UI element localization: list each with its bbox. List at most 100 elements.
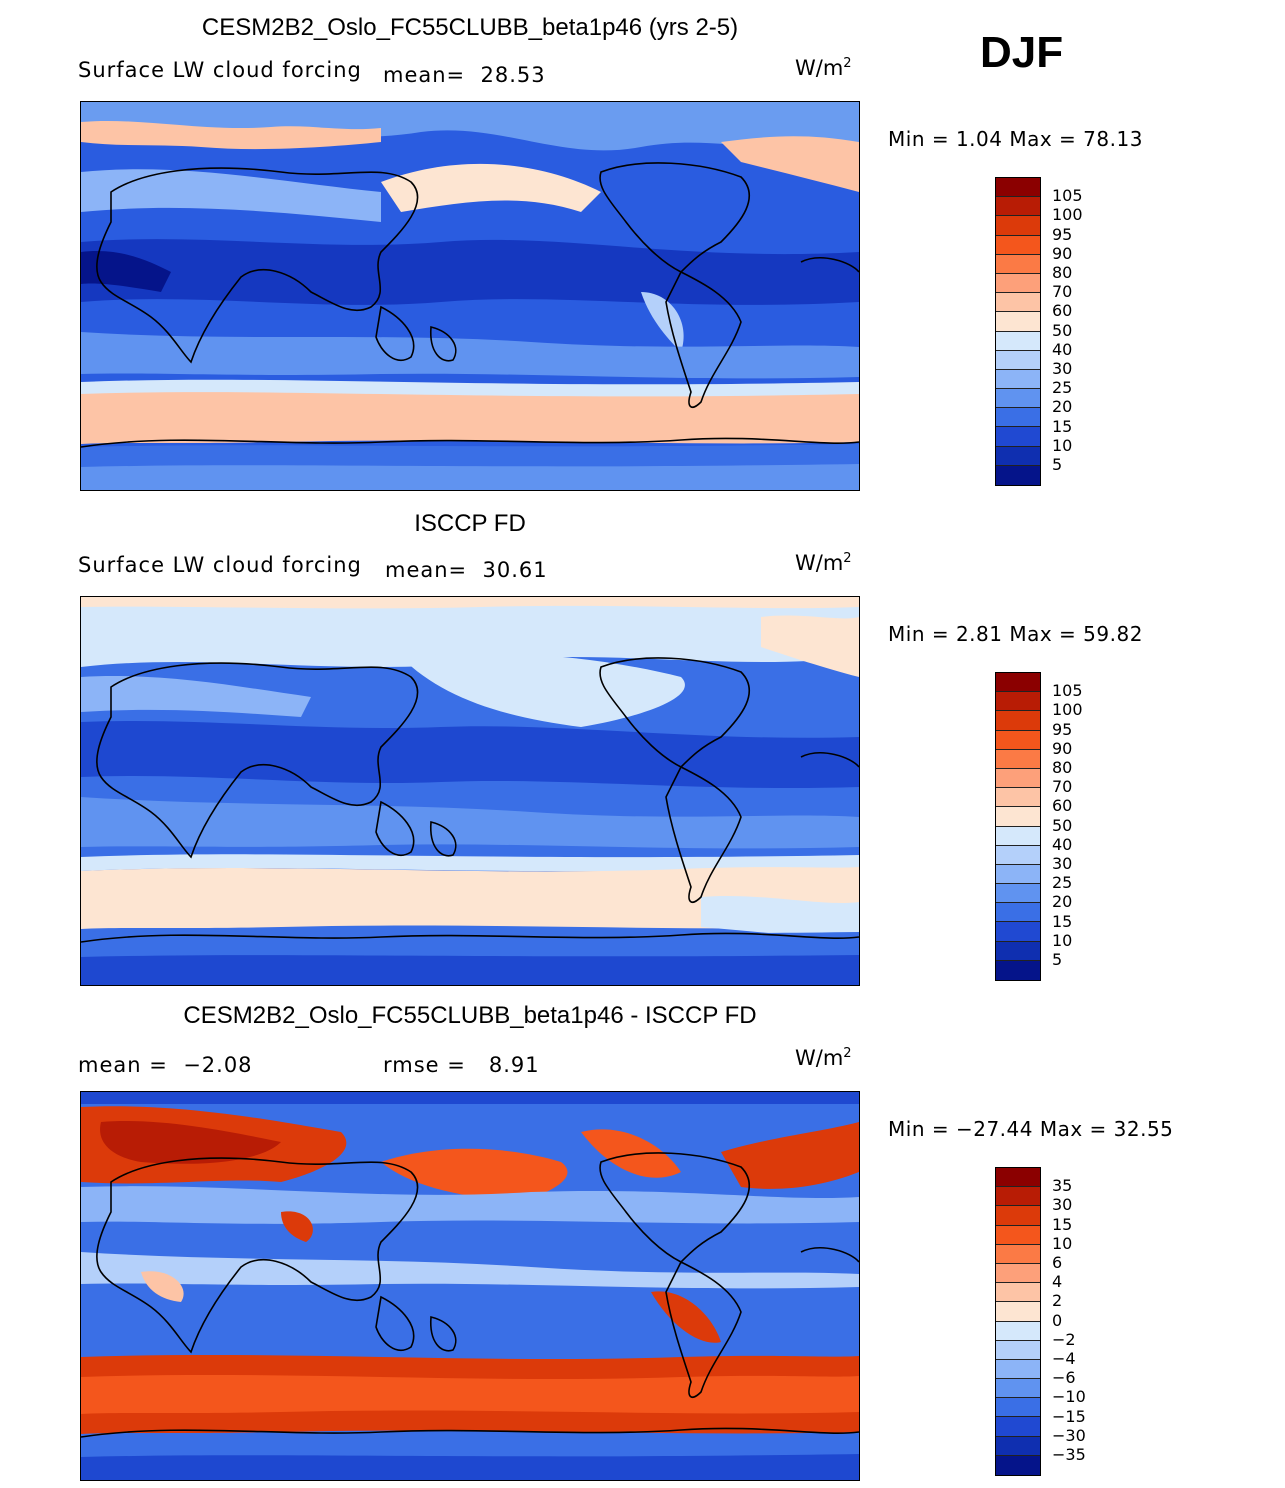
- panel3-colorbar-tick-label: −35: [1052, 1445, 1086, 1464]
- panel2-title: ISCCP FD: [414, 510, 526, 537]
- panel1-min-max: Min = 1.04 Max = 78.13: [888, 127, 1143, 151]
- panel1-colorbar-swatch: [996, 427, 1040, 447]
- panel1-colorbar-tick-label: 95: [1052, 224, 1073, 244]
- panel1-title: CESM2B2_Oslo_FC55CLUBB_beta1p46 (yrs 2-5…: [201, 14, 739, 41]
- panel2-mean-value: 30.61: [482, 558, 548, 582]
- panel3-colorbar-tick-label: 4: [1052, 1272, 1063, 1292]
- panel2-colorbar-tick-label: 20: [1052, 892, 1073, 912]
- panel3-colorbar-swatch: [996, 1187, 1040, 1207]
- panel2-colorbar-swatch: [996, 922, 1040, 942]
- panel3-mean-value: −2.08: [183, 1053, 253, 1077]
- panel2-colorbar-swatch: [996, 960, 1040, 980]
- panel1-colorbar-swatch: [996, 273, 1040, 294]
- panel2-colorbar-swatch: [996, 788, 1040, 808]
- panel1-colorbar-tick-label: 5: [1052, 455, 1063, 474]
- panel3-colorbar-swatch: [996, 1263, 1040, 1284]
- panel1-colorbar-swatch: [996, 369, 1040, 390]
- panel3-colorbar-swatch: [996, 1379, 1040, 1399]
- panel2-colorbar-tick-label: 60: [1052, 796, 1073, 816]
- panel3-colorbar-tick-label: 30: [1052, 1195, 1073, 1215]
- panel1-colorbar-swatch: [996, 178, 1040, 198]
- panel3-colorbar-swatch: [996, 1168, 1040, 1188]
- panel2-colorbar-tick-label: 100: [1052, 700, 1083, 720]
- panel3-colorbar-tick-label: 35: [1052, 1176, 1073, 1196]
- panel3-colorbar-tick-label: −15: [1052, 1406, 1086, 1426]
- panel1-colorbar-swatch: [996, 312, 1040, 332]
- panel2-colorbar-tick-label: 15: [1052, 911, 1073, 931]
- panel3-colorbar-swatch: [996, 1244, 1040, 1264]
- panel3-colorbar-swatch: [996, 1321, 1040, 1341]
- panel2-colorbar-tick-label: 30: [1052, 854, 1073, 873]
- panel3-units: W/m2: [795, 1046, 852, 1070]
- panel3-title: CESM2B2_Oslo_FC55CLUBB_beta1p46 - ISCCP …: [183, 1002, 757, 1029]
- panel1-map-svg: [81, 102, 859, 490]
- panel2-colorbar-tick-label: 105: [1052, 681, 1083, 701]
- panel3-colorbar-swatch: [996, 1302, 1040, 1322]
- panel1-colorbar-tick-label: 105: [1052, 186, 1083, 206]
- panel1-colorbar-tick-label: 10: [1052, 435, 1073, 455]
- panel2-units: W/m2: [795, 551, 852, 575]
- panel1-colorbar-swatch: [996, 465, 1040, 485]
- panel2-colorbar-swatch: [996, 768, 1040, 789]
- panel2-colorbar-swatch: [996, 884, 1040, 904]
- panel3-colorbar-tick-label: −30: [1052, 1425, 1086, 1445]
- panel2-colorbar-swatch: [996, 730, 1040, 750]
- panel2-colorbar-tick-label: 50: [1052, 815, 1073, 835]
- panel2-min-max: Min = 2.81 Max = 59.82: [888, 622, 1143, 646]
- panel2-colorbar-tick-label: 40: [1052, 834, 1073, 854]
- panel1-map: [80, 101, 860, 491]
- panel3-colorbar-tick-label: −4: [1052, 1349, 1076, 1368]
- panel2-colorbar-swatch: [996, 807, 1040, 827]
- panel1-units: W/m2: [795, 56, 852, 80]
- panel1-mean-label: mean= 28.53: [383, 63, 546, 87]
- panel2-colorbar-tick-label: 25: [1052, 873, 1073, 893]
- panel2-map-svg: [81, 597, 859, 985]
- panel1-colorbar-swatch: [996, 408, 1040, 428]
- panel3-colorbar-tick-label: 6: [1052, 1253, 1063, 1272]
- panel3-map-svg: [81, 1092, 859, 1480]
- panel2-colorbar-swatch: [996, 941, 1040, 961]
- panel1-colorbar-tick-label: 70: [1052, 282, 1073, 302]
- panel3-colorbar-swatch: [996, 1206, 1040, 1226]
- panel3-colorbar-swatch: [996, 1436, 1040, 1456]
- panel1-field-label: Surface LW cloud forcing: [78, 58, 362, 82]
- panel2-colorbar-swatch: [996, 864, 1040, 885]
- panel1-colorbar-tick-label: 30: [1052, 359, 1073, 378]
- panel1-colorbar-tick-label: 15: [1052, 416, 1073, 436]
- panel1-colorbar-tick-label: 80: [1052, 263, 1073, 282]
- panel1-colorbar-swatch: [996, 254, 1040, 274]
- panel2-colorbar-swatch: [996, 845, 1040, 865]
- panel2-colorbar-swatch: [996, 903, 1040, 923]
- panel2-map: [80, 596, 860, 986]
- panel3-colorbar-tick-label: 10: [1052, 1233, 1073, 1253]
- panel3-rmse-label: rmse = 8.91: [383, 1053, 540, 1077]
- panel3-colorbar-tick-label: 15: [1052, 1214, 1073, 1234]
- panel2-colorbar-swatch: [996, 673, 1040, 693]
- panel1-colorbar-tick-label: 20: [1052, 397, 1073, 417]
- panel1-colorbar-tick-label: 60: [1052, 301, 1073, 321]
- season-label: DJF: [980, 28, 1064, 77]
- panel3-colorbar-swatch: [996, 1225, 1040, 1245]
- panel3-map: [80, 1091, 860, 1481]
- panel3-colorbar-swatch: [996, 1455, 1040, 1475]
- panel1-colorbar-tick-label: 90: [1052, 243, 1073, 263]
- panel2-colorbar-tick-label: 90: [1052, 738, 1073, 758]
- panel2-colorbar-tick-label: 80: [1052, 758, 1073, 777]
- panel3-colorbar: [995, 1167, 1041, 1476]
- panel1-colorbar-swatch: [996, 293, 1040, 313]
- panel2-mean-label: mean= 30.61: [385, 558, 548, 582]
- panel1-colorbar-swatch: [996, 197, 1040, 217]
- panel1-colorbar-tick-label: 50: [1052, 320, 1073, 340]
- panel3-colorbar-swatch: [996, 1417, 1040, 1437]
- panel2-colorbar-swatch: [996, 692, 1040, 712]
- panel3-colorbar-tick-label: −10: [1052, 1387, 1086, 1407]
- panel2-colorbar-tick-label: 5: [1052, 950, 1063, 969]
- panel2-colorbar-tick-label: 95: [1052, 719, 1073, 739]
- panel3-colorbar-swatch: [996, 1359, 1040, 1380]
- panel3-mean-label: mean = −2.08: [78, 1053, 253, 1077]
- panel2-field-label: Surface LW cloud forcing: [78, 553, 362, 577]
- panel3-rmse-value: 8.91: [488, 1053, 540, 1077]
- panel1-colorbar: [995, 177, 1041, 486]
- panel1-colorbar-swatch: [996, 350, 1040, 370]
- panel1-colorbar-swatch: [996, 331, 1040, 351]
